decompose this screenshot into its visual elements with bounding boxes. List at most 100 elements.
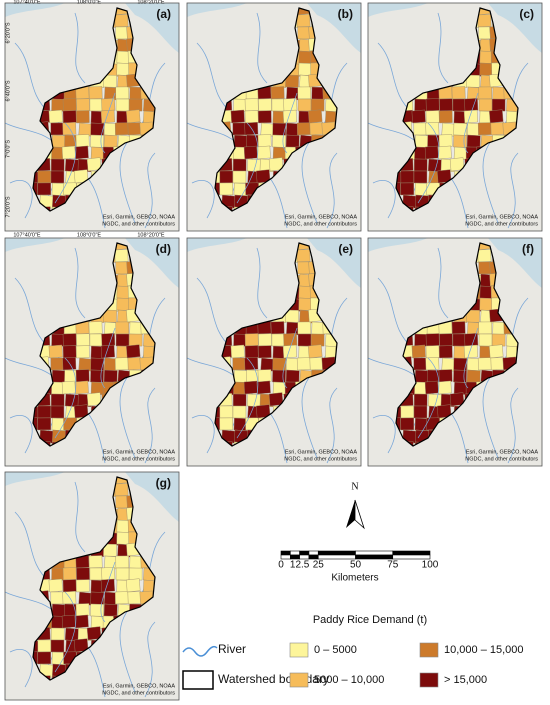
sea (488, 3, 542, 53)
scale-segment (290, 550, 300, 556)
district (478, 86, 493, 100)
district (50, 122, 65, 136)
district (219, 182, 234, 196)
district (51, 333, 65, 347)
lon-label: 107°40'0"E (13, 232, 41, 238)
district (37, 405, 52, 419)
district (311, 86, 326, 100)
district (101, 567, 116, 581)
district (466, 134, 481, 148)
district (232, 170, 247, 184)
district (490, 357, 505, 371)
district (244, 110, 259, 124)
district (477, 357, 492, 371)
district (310, 98, 325, 112)
district (452, 333, 467, 347)
legend-label: > 15,000 (444, 674, 487, 686)
district (296, 357, 311, 371)
district (489, 109, 504, 124)
district (424, 380, 439, 395)
attribution: Esri, Garmin, GEBCO, NOAA (466, 449, 538, 455)
district (51, 369, 66, 383)
panel-frame (4, 237, 180, 467)
panel-frame (367, 2, 543, 232)
district (425, 98, 440, 112)
district (453, 134, 467, 148)
district (439, 333, 453, 347)
attribution: NGDC, and other contributors (465, 221, 538, 227)
panel-frame (186, 237, 362, 467)
legend-swatch (289, 642, 309, 658)
district (61, 380, 76, 395)
district (298, 62, 313, 76)
district (282, 109, 297, 124)
district (115, 555, 130, 569)
attribution: NGDC, and other contributors (284, 456, 357, 462)
district (413, 357, 428, 371)
attribution: Esri, Garmin, GEBCO, NOAA (466, 214, 538, 220)
lon-label: 108°0'0"E (77, 232, 101, 238)
scale-label: 12.5 (290, 560, 310, 571)
scale-segment (290, 554, 300, 560)
district (438, 110, 453, 124)
district (129, 86, 144, 100)
district (62, 110, 77, 124)
district (129, 555, 144, 569)
district (230, 344, 245, 359)
scale-segment (392, 550, 431, 556)
rivers-overlay (417, 92, 479, 204)
district (51, 381, 65, 395)
district (219, 417, 234, 431)
sea (307, 238, 361, 288)
district (219, 170, 234, 184)
district (50, 170, 65, 184)
district (308, 344, 323, 359)
district (413, 393, 428, 407)
district (90, 603, 104, 617)
district (414, 146, 428, 160)
district (88, 555, 103, 569)
sea (5, 238, 65, 252)
district (285, 369, 300, 383)
district (76, 333, 90, 347)
district (89, 333, 104, 347)
district (414, 98, 428, 112)
district (298, 297, 313, 311)
district (37, 417, 52, 431)
district (51, 417, 66, 431)
district (103, 369, 118, 383)
district (424, 145, 439, 160)
district (114, 591, 129, 605)
district (272, 369, 286, 383)
district (50, 393, 65, 407)
north-arrow (354, 499, 365, 530)
district (100, 109, 115, 124)
district (233, 381, 247, 395)
district (478, 98, 493, 112)
district (127, 591, 142, 605)
district (51, 651, 66, 665)
district (62, 98, 77, 112)
district (116, 531, 131, 545)
district (437, 145, 452, 160)
district (232, 405, 247, 419)
district (400, 170, 415, 184)
district (48, 344, 63, 359)
district (411, 344, 426, 359)
district (116, 297, 131, 311)
district (127, 122, 142, 136)
north-arrow (346, 500, 355, 528)
panel-label: (d) (156, 242, 171, 256)
panel-label: (b) (338, 7, 353, 21)
district (128, 333, 143, 347)
district (464, 333, 479, 347)
attribution: Esri, Garmin, GEBCO, NOAA (103, 214, 175, 220)
district (62, 579, 77, 593)
district (400, 405, 415, 419)
district (413, 158, 428, 172)
scale-segment (355, 550, 394, 556)
district (89, 567, 104, 581)
sea (125, 472, 179, 522)
district (88, 321, 103, 335)
